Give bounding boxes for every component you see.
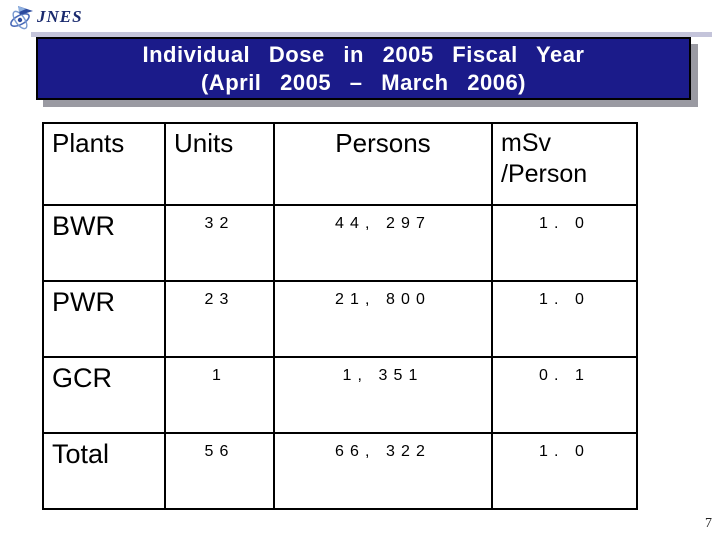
- table-row-bwr: BWR 32 44, 297 1. 0: [42, 204, 638, 282]
- header-msv-per-person: mSv /Person: [491, 122, 638, 206]
- table-row-pwr: PWR 23 21, 800 1. 0: [42, 280, 638, 358]
- persons-value: 66, 322: [273, 432, 493, 510]
- plant-name: GCR: [42, 356, 166, 434]
- units-value: 23: [164, 280, 275, 358]
- atom-icon: [9, 4, 34, 30]
- plant-name: Total: [42, 432, 166, 510]
- msv-value: 1. 0: [491, 280, 638, 358]
- plant-name: PWR: [42, 280, 166, 358]
- units-value: 1: [164, 356, 275, 434]
- units-value: 32: [164, 204, 275, 282]
- header-msv-line2: /Person: [501, 160, 588, 188]
- header-divider-line: [31, 32, 712, 37]
- header-plants: Plants: [42, 122, 166, 206]
- jnes-logo: JNES: [9, 4, 83, 30]
- persons-value: 1, 351: [273, 356, 493, 434]
- header-persons: Persons: [273, 122, 493, 206]
- jnes-logo-text: JNES: [37, 7, 83, 26]
- slide-title-banner: Individual Dose in 2005 Fiscal Year (Apr…: [36, 37, 691, 100]
- table-row-total: Total 56 66, 322 1. 0: [42, 432, 638, 510]
- msv-value: 1. 0: [491, 432, 638, 510]
- plant-name: BWR: [42, 204, 166, 282]
- persons-value: 21, 800: [273, 280, 493, 358]
- header-units: Units: [164, 122, 275, 206]
- header-msv-line1: mSv: [501, 129, 551, 157]
- page-number: 7: [705, 516, 712, 531]
- table-row-gcr: GCR 1 1, 351 0. 1: [42, 356, 638, 434]
- msv-value: 1. 0: [491, 204, 638, 282]
- table-header-row: Plants Units Persons mSv /Person: [42, 122, 638, 206]
- slide-title-line1: Individual Dose in 2005 Fiscal Year: [142, 42, 585, 67]
- dose-table: Plants Units Persons mSv /Person BWR 32 …: [42, 122, 638, 510]
- slide-title-line2: (April 2005 – March 2006): [200, 70, 527, 95]
- msv-value: 0. 1: [491, 356, 638, 434]
- persons-value: 44, 297: [273, 204, 493, 282]
- units-value: 56: [164, 432, 275, 510]
